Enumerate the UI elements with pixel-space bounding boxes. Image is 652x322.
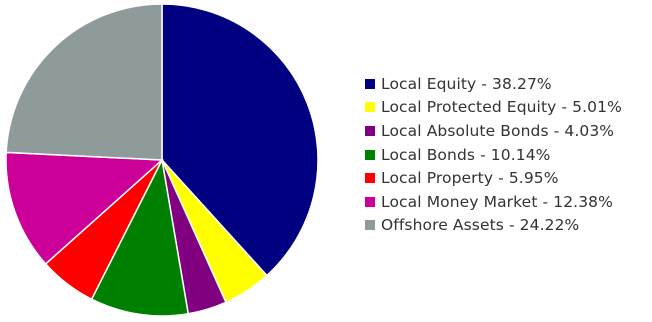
legend-label: Local Equity - 38.27% bbox=[381, 74, 552, 93]
legend-item: Local Absolute Bonds - 4.03% bbox=[365, 119, 650, 143]
legend-item: Local Property - 5.95% bbox=[365, 166, 650, 190]
legend-item: Local Equity - 38.27% bbox=[365, 72, 650, 96]
legend-swatch bbox=[365, 220, 375, 231]
legend-item: Local Money Market - 12.38% bbox=[365, 190, 650, 214]
legend-label: Local Money Market - 12.38% bbox=[381, 192, 613, 211]
legend: Local Equity - 38.27% Local Protected Equ… bbox=[365, 72, 650, 237]
legend-item: Local Protected Equity - 5.01% bbox=[365, 96, 650, 120]
legend-label: Local Bonds - 10.14% bbox=[381, 145, 551, 164]
legend-item: Offshore Assets - 24.22% bbox=[365, 214, 650, 238]
legend-label: Local Protected Equity - 5.01% bbox=[381, 98, 622, 117]
pie-slice bbox=[161, 3, 319, 277]
legend-label: Local Property - 5.95% bbox=[381, 169, 559, 188]
pie-slice bbox=[5, 3, 163, 161]
legend-label: Offshore Assets - 24.22% bbox=[381, 216, 580, 235]
legend-swatch bbox=[365, 196, 375, 207]
legend-swatch bbox=[365, 173, 375, 184]
pie-slice bbox=[90, 157, 190, 317]
legend-swatch bbox=[365, 78, 375, 89]
legend-label: Local Absolute Bonds - 4.03% bbox=[381, 121, 615, 140]
pie-plot-area bbox=[5, 3, 319, 317]
legend-swatch bbox=[365, 125, 375, 136]
pie-slice bbox=[5, 151, 164, 265]
legend-swatch bbox=[365, 102, 375, 113]
legend-swatch bbox=[365, 149, 375, 160]
legend-item: Local Bonds - 10.14% bbox=[365, 143, 650, 167]
